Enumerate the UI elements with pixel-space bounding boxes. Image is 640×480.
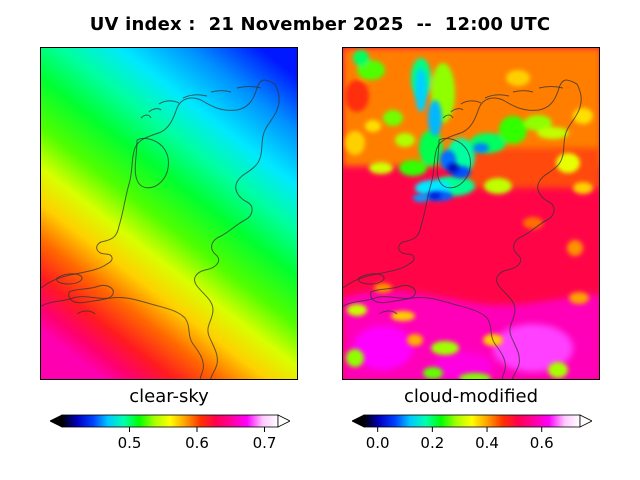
cloud-modified-map [342, 47, 600, 380]
map-outline [182, 94, 208, 99]
map-outline [512, 90, 534, 93]
colorbar-tick-label: 0.0 [365, 434, 390, 452]
map-outline [56, 273, 83, 285]
map-outline [134, 137, 169, 189]
map-outline [460, 100, 482, 105]
map-outline [41, 296, 204, 379]
map-outline [343, 79, 578, 289]
colorbar-extend-low [50, 414, 63, 428]
coastline-clear [41, 79, 280, 379]
map-outline [436, 137, 471, 189]
map-outline [450, 108, 464, 113]
map-outline [496, 83, 582, 379]
map-outline [343, 296, 506, 379]
clear-sky-colorbar [50, 414, 290, 432]
cloud-modified-colorbar [352, 414, 592, 432]
map-outline [68, 285, 114, 304]
page-title: UV index : 21 November 2025 -- 12:00 UTC [89, 14, 551, 35]
clear-sky-field [41, 48, 297, 379]
map-outline [76, 310, 96, 315]
colorbar-extend-high [579, 414, 592, 428]
clear-sky-map [40, 47, 298, 380]
map-outline [538, 86, 564, 89]
colorbar-tick-label: 0.6 [529, 434, 554, 452]
map-outline [442, 114, 454, 119]
map-outline [41, 79, 276, 289]
colorbar-extend-low [352, 414, 365, 428]
colorbar-tick-label: 0.6 [185, 434, 209, 452]
colorbar-tick-label: 0.7 [252, 434, 277, 452]
coastline-cloud [343, 79, 582, 379]
map-outline [194, 83, 280, 379]
map-outline [484, 94, 510, 99]
cloud-modified-field [343, 48, 599, 379]
colorbar-tick-label: 0.2 [420, 434, 445, 452]
map-outline [236, 86, 262, 89]
map-outline [370, 285, 416, 304]
map-outline [378, 310, 398, 315]
colorbar-tick-label: 0.5 [117, 434, 142, 452]
cloud-modified-label: cloud-modified [403, 386, 539, 407]
clear-sky-label: clear-sky [129, 386, 209, 407]
colorbar-tick-label: 0.4 [475, 434, 499, 452]
map-outline [148, 108, 162, 113]
map-outline [358, 273, 385, 285]
map-outline [158, 100, 180, 105]
map-outline [140, 114, 152, 119]
colorbar-extend-high [277, 414, 290, 428]
map-outline [210, 90, 232, 93]
